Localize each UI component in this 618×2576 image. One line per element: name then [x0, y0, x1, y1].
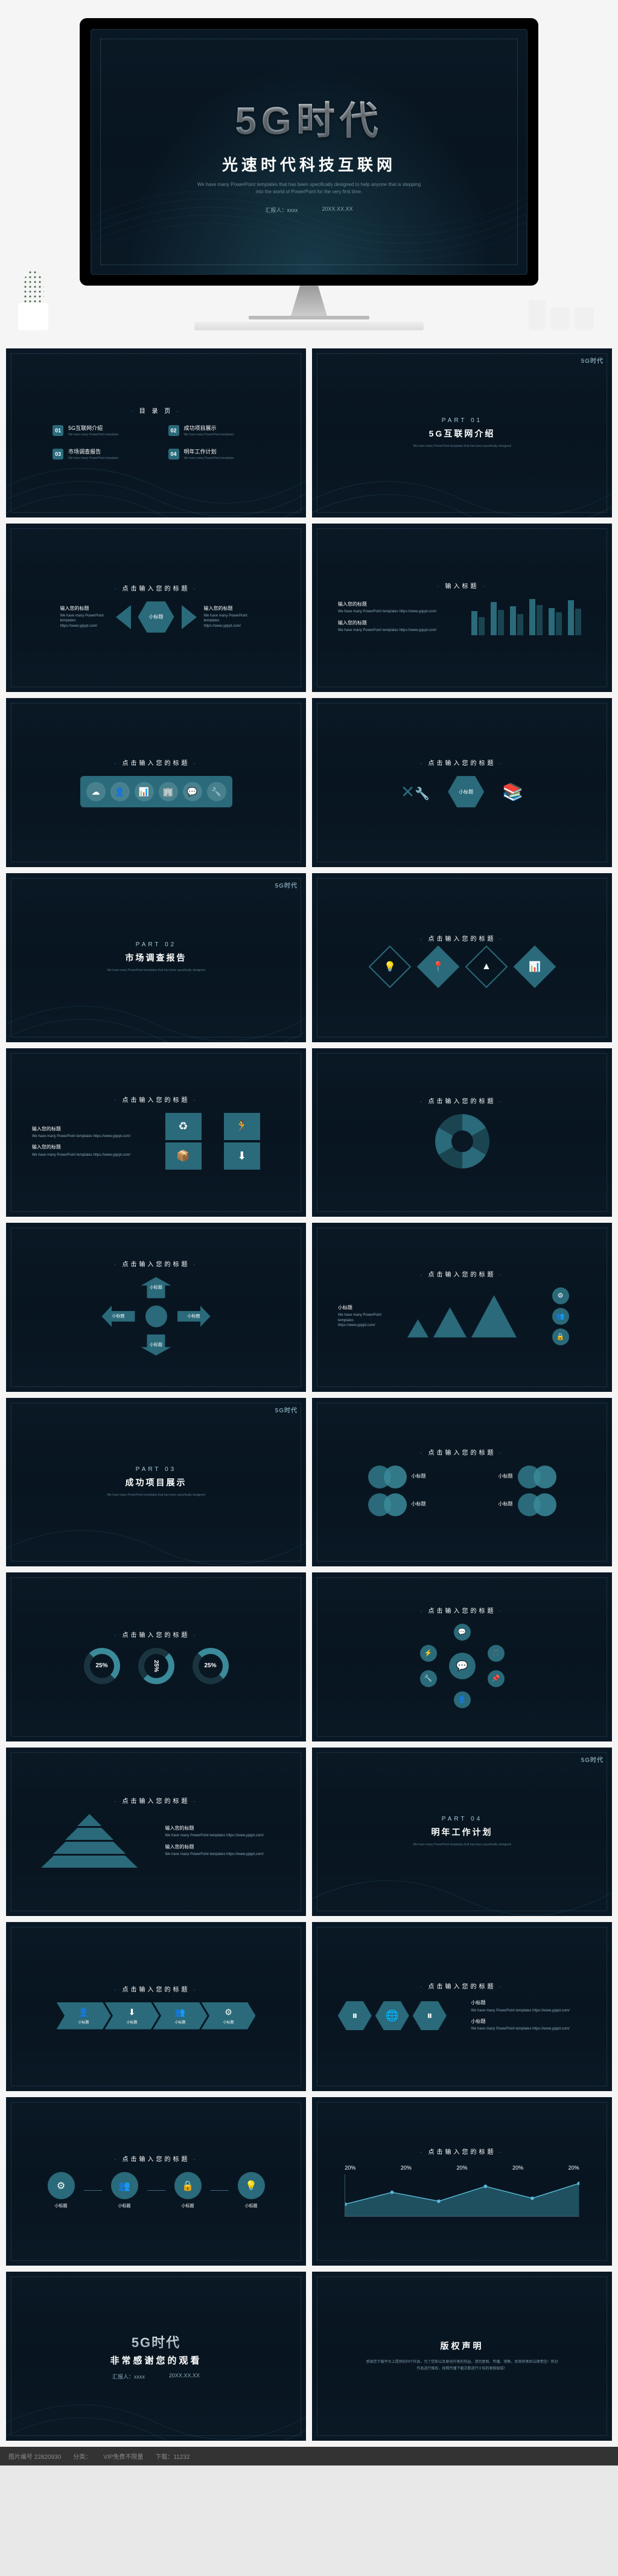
- donut-chart: 25%: [193, 1648, 229, 1684]
- footer-down: 下载：11232: [155, 2452, 190, 2461]
- slide-quad: 点击输入您的标题 输入您的标题We have many PowerPoint t…: [6, 1048, 306, 1217]
- donut-chart: 25%: [138, 1648, 174, 1684]
- slide-aperture: 点击输入您的标题: [312, 1048, 612, 1217]
- monitor-frame: 5G时代 光速时代科技互联网 We have many PowerPoint t…: [80, 18, 538, 286]
- arrow-up: 小标题: [141, 1277, 171, 1298]
- tools-icon: ✕🔧: [401, 782, 430, 802]
- slide-hex-cluster: 点击输入您的标题 ⏸ 🌐 ⏸ 小标题We have many PowerPoin…: [312, 1922, 612, 2091]
- icon-strip: ☁ 👤 📊 🏢 💬 🔧: [80, 776, 232, 807]
- radial-node: 👤: [454, 1691, 471, 1708]
- diamond-icon: 💡: [368, 945, 411, 988]
- slide-big-icons: 点击输入您的标题 ✕🔧 小标题 📚: [312, 698, 612, 867]
- diamond-icon: 📊: [513, 945, 556, 988]
- slide-radial: 点击输入您的标题 💬 💬 🎵 📌 👤 🔧 ⚡: [312, 1572, 612, 1741]
- radial-node: 🎵: [488, 1645, 505, 1662]
- slide-triangles: 点击输入您的标题 小标题We have many PowerPoint temp…: [312, 1223, 612, 1392]
- recycle-icon: ♻: [165, 1113, 202, 1140]
- hex-icon: ⏸: [338, 2001, 372, 2030]
- part-title: 5G互联网介绍: [429, 428, 495, 440]
- part-label: PART 01: [442, 417, 482, 424]
- chevron-step: 👥小标题: [153, 2002, 208, 2030]
- bar-chart: [471, 599, 587, 635]
- arrow-right: 小标题: [177, 1306, 211, 1327]
- slide-copyright: 版权声明 感谢您下载平台上提供的PPT作品，为了您和以及原创作者的利益，请勿复制…: [312, 2272, 612, 2441]
- toc-list: 015G互联网介绍We have many PowerPoint templat…: [53, 424, 260, 460]
- books-icon: 📚: [502, 782, 523, 802]
- cloud-icon: ☁: [86, 782, 106, 801]
- chevron-step: ⬇小标题: [105, 2002, 159, 2030]
- slide-icon-strip: 点击输入您的标题 ☁ 👤 📊 🏢 💬 🔧: [6, 698, 306, 867]
- radial-node: 📌: [488, 1670, 505, 1687]
- chevron-step: ⚙小标题: [202, 2002, 256, 2030]
- slide-line-chart: 点击输入您的标题 20%20%20%20%20%: [312, 2097, 612, 2266]
- slide-diamonds: 点击输入您的标题 💡 📍 ▲ 📊: [312, 873, 612, 1042]
- title-slide: 5G时代 光速时代科技互联网 We have many PowerPoint t…: [91, 29, 527, 275]
- lock-icon: 🔒: [174, 2172, 202, 2199]
- footer-id: 图片编号 22820930: [8, 2452, 61, 2461]
- diamond-icon: ▲: [465, 945, 508, 988]
- down-icon: ⬇: [224, 1142, 260, 1170]
- chat-icon: 💬: [183, 782, 202, 801]
- chevron-step: 👤小标题: [57, 2002, 111, 2030]
- hero-section: 5G时代 光速时代科技互联网 We have many PowerPoint t…: [0, 0, 618, 342]
- radial-node: 🔧: [420, 1670, 437, 1687]
- arrow-left: 小标题: [102, 1306, 135, 1327]
- hex-icon: 🌐: [375, 2001, 409, 2030]
- slide-thanks: 5G时代 非常感谢您的观看 汇报人：xxxx20XX.XX.XX: [6, 2272, 306, 2441]
- user-icon: 👤: [110, 782, 130, 801]
- diamond-icon: 📍: [416, 945, 459, 988]
- slide-part-04: 5G时代 PART 04 明年工作计划 We have many PowerPo…: [312, 1748, 612, 1917]
- hex-label: 小标题: [448, 776, 484, 807]
- slide-venn: 点击输入您的标题 小标题 小标题 小标题 小标题: [312, 1398, 612, 1567]
- building-icon: 🏢: [159, 782, 178, 801]
- hex-icon: ⏸: [413, 2001, 447, 2030]
- donut-chart: 25%: [84, 1648, 120, 1684]
- thanks-subtitle: 非常感谢您的观看: [110, 2354, 202, 2366]
- footer-cat: 分类：: [73, 2452, 91, 2461]
- hero-title: 5G时代: [235, 90, 383, 146]
- slide-part-03: 5G时代 PART 03 成功项目展示 We have many PowerPo…: [6, 1398, 306, 1567]
- copyright-text: 感谢您下载平台上提供的PPT作品，为了您和以及原创作者的利益，请勿复制、传播、销…: [366, 2359, 559, 2373]
- slide-bar-chart: 输入标题 输入您的标题We have many PowerPoint templ…: [312, 524, 612, 693]
- part-desc: We have many PowerPoint templates that h…: [413, 444, 511, 449]
- hero-desc: We have many PowerPoint templates that h…: [197, 181, 421, 194]
- footer: 图片编号 22820930 分类： VIP免费不限量 下载：11232: [0, 2447, 618, 2465]
- hero-subtitle: 光速时代科技互联网: [222, 153, 396, 175]
- keyboard: [194, 322, 424, 330]
- logo-corner: 5G时代: [581, 356, 604, 365]
- chart-icon: 📊: [135, 782, 154, 801]
- copyright-title: 版权声明: [441, 2340, 484, 2352]
- center-circle: [145, 1306, 167, 1327]
- users-icon: 👥: [111, 2172, 138, 2199]
- gear-icon: ⚙: [48, 2172, 75, 2199]
- pyramid-chart: [32, 1814, 147, 1868]
- thanks-title: 5G时代: [132, 2332, 180, 2351]
- slide-donuts: 点击输入您的标题 25% 25% 25%: [6, 1572, 306, 1741]
- bulb-icon: 💡: [238, 2172, 265, 2199]
- slide-timeline: 点击输入您的标题 ⚙小标题 👥小标题 🔒小标题 💡小标题: [6, 2097, 306, 2266]
- footer-vip: VIP免费不限量: [103, 2452, 143, 2461]
- radial-node: ⚡: [420, 1645, 437, 1662]
- slide-pyramid: 点击输入您的标题 输入您的标题We have many PowerPoint t…: [6, 1748, 306, 1917]
- hex-center: 小标题: [138, 601, 174, 633]
- box-icon: 📦: [165, 1142, 202, 1170]
- slide-part-02: 5G时代 PART 02 市场调查报告 We have many PowerPo…: [6, 873, 306, 1042]
- radial-node: 💬: [454, 1624, 471, 1641]
- slide-part-01: 5G时代 PART 01 5G互联网介绍 We have many PowerP…: [312, 348, 612, 517]
- slides-grid: 目 录 页 015G互联网介绍We have many PowerPoint t…: [0, 342, 618, 2447]
- slide-cross-arrows: 点击输入您的标题 小标题 小标题 小标题 小标题: [6, 1223, 306, 1392]
- slide-toc: 目 录 页 015G互联网介绍We have many PowerPoint t…: [6, 348, 306, 517]
- toc-heading: 目 录 页: [127, 406, 184, 415]
- run-icon: 🏃: [224, 1113, 260, 1140]
- hero-meta: 汇报人：xxxx20XX.XX.XX: [265, 206, 352, 214]
- radial-center-icon: 💬: [449, 1653, 476, 1679]
- area-chart: [345, 2174, 579, 2217]
- aperture-icon: [435, 1114, 489, 1168]
- slide-hex-arrows: 点击输入您的标题 输入您的标题We have many PowerPoint t…: [6, 524, 306, 693]
- arrow-down: 小标题: [141, 1334, 171, 1356]
- slide-chevrons: 点击输入您的标题 👤小标题 ⬇小标题 👥小标题 ⚙小标题: [6, 1922, 306, 2091]
- gear-icon: 🔧: [207, 782, 226, 801]
